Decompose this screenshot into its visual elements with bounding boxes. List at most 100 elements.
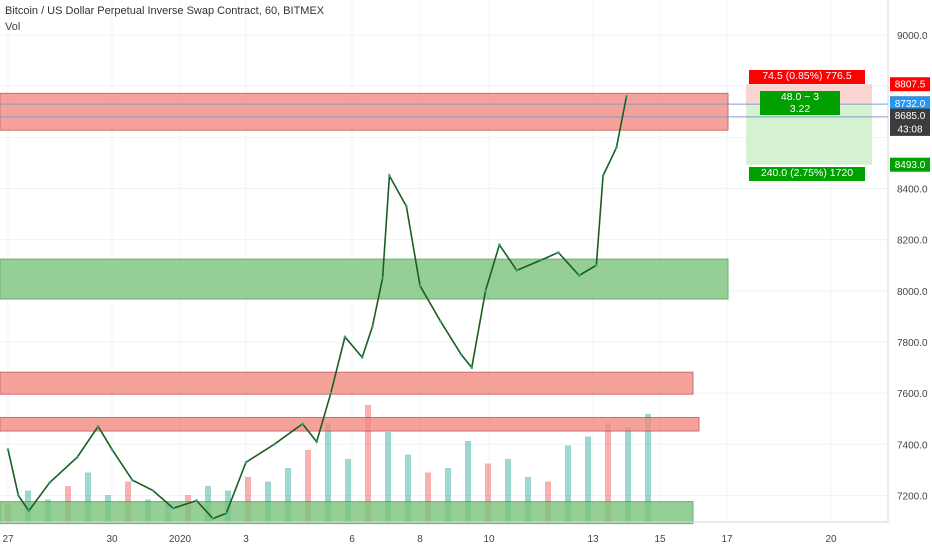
- x-tick-label: 2020: [169, 534, 192, 545]
- price-point: [96, 425, 100, 428]
- volume-bar: [85, 472, 91, 522]
- price-point: [460, 353, 463, 357]
- price-tag-bg: [890, 108, 930, 123]
- y-tick-label: 7200.0: [897, 491, 928, 502]
- volume-bar: [585, 436, 591, 522]
- zones: [0, 92, 729, 525]
- volume-bar: [465, 441, 471, 522]
- volume-bar: [645, 414, 651, 522]
- price-series: [6, 95, 628, 520]
- resistance-zone: [0, 416, 700, 432]
- y-tick-label: 7800.0: [897, 338, 928, 349]
- price-point: [405, 205, 408, 208]
- price-point: [388, 174, 391, 178]
- price-point: [224, 512, 228, 515]
- entry-label-line2: 3.22: [789, 103, 811, 116]
- volume-bar: [325, 423, 331, 522]
- x-tick-label: 17: [721, 534, 733, 545]
- price-tag-bg: [890, 157, 930, 172]
- volume-bar: [485, 463, 491, 522]
- x-tick-label: 3: [243, 534, 249, 545]
- price-point: [625, 95, 628, 98]
- price-point: [27, 509, 31, 513]
- price-tag-text: 43:08: [897, 124, 922, 135]
- symbol-title: Bitcoin / US Dollar Perpetual Inverse Sw…: [5, 5, 325, 17]
- price-point: [515, 269, 519, 272]
- x-tick-label: 15: [654, 534, 666, 545]
- volume-bar: [405, 454, 411, 522]
- price-point: [48, 481, 51, 485]
- x-tick-label: 6: [349, 534, 355, 545]
- price-point: [76, 455, 79, 459]
- volume-bar: [305, 450, 311, 522]
- price-point: [439, 320, 443, 323]
- x-tick-label: 13: [587, 534, 599, 545]
- x-tick-label: 10: [483, 534, 495, 545]
- volume-bar: [245, 477, 251, 522]
- price-point: [195, 499, 198, 502]
- x-tick-label: 20: [825, 534, 837, 545]
- price-tag-bg: [890, 77, 930, 92]
- volume-bar: [565, 445, 571, 522]
- entry-label: 48.0 ~ 3 3.22: [760, 91, 840, 116]
- price-tag-bg: [890, 121, 930, 136]
- price-point: [557, 251, 560, 254]
- resistance-zone: [0, 371, 694, 395]
- volume-bar: [445, 468, 451, 522]
- price-point: [498, 243, 501, 247]
- resistance-zone: [0, 92, 729, 131]
- price-point: [418, 284, 422, 288]
- support-zone: [0, 501, 694, 525]
- stop-label: 74.5 (0.85%) 776.5: [749, 70, 865, 85]
- price-point: [539, 258, 543, 262]
- price-tag-text: 8732.0: [895, 99, 926, 110]
- volume-bar: [365, 405, 371, 522]
- y-tick-label: 7600.0: [897, 389, 928, 400]
- volume-bar: [425, 472, 431, 522]
- y-tick-label: 8400.0: [897, 184, 928, 195]
- volume-bar: [505, 459, 511, 522]
- volume-bar: [625, 427, 631, 522]
- target-label: 240.0 (2.75%) 1720: [749, 166, 865, 181]
- price-point: [272, 443, 276, 446]
- x-tick-label: 27: [2, 534, 14, 545]
- price-point: [301, 422, 304, 426]
- price-point: [360, 356, 364, 359]
- price-point: [381, 276, 384, 280]
- volume-indicator-label: Vol: [5, 21, 21, 33]
- price-point: [595, 263, 598, 267]
- price-tag-text: 8493.0: [895, 160, 926, 171]
- y-tick-label: 8200.0: [897, 236, 928, 247]
- price-point: [470, 366, 474, 369]
- x-tick-label: 8: [417, 534, 423, 545]
- price-point: [615, 146, 618, 149]
- volume-bar: [285, 468, 291, 522]
- y-tick-label: 9000.0: [897, 31, 928, 42]
- price-point: [6, 448, 10, 451]
- price-point: [484, 289, 487, 293]
- volume-bar: [345, 459, 351, 522]
- price-tag-text: 8807.5: [895, 80, 926, 91]
- price-line-series: [7, 96, 628, 520]
- price-point: [244, 460, 248, 464]
- y-tick-label: 7400.0: [897, 440, 928, 451]
- price-point: [601, 174, 605, 178]
- price-point: [17, 494, 20, 497]
- price-point: [577, 274, 581, 277]
- volume-bar: [605, 423, 611, 522]
- entry-label-line1: 48.0 ~ 3: [780, 91, 820, 104]
- price-point: [131, 478, 134, 482]
- volume-bar: [385, 432, 391, 522]
- price-point: [211, 517, 215, 520]
- y-tick-label: 8000.0: [897, 287, 928, 298]
- price-tag-text: 8685.0: [895, 111, 926, 122]
- price-point: [110, 448, 114, 451]
- price-point: [151, 489, 155, 492]
- support-zone: [0, 258, 729, 300]
- price-point: [371, 325, 374, 328]
- price-point: [171, 506, 175, 510]
- x-tick-label: 30: [106, 534, 118, 545]
